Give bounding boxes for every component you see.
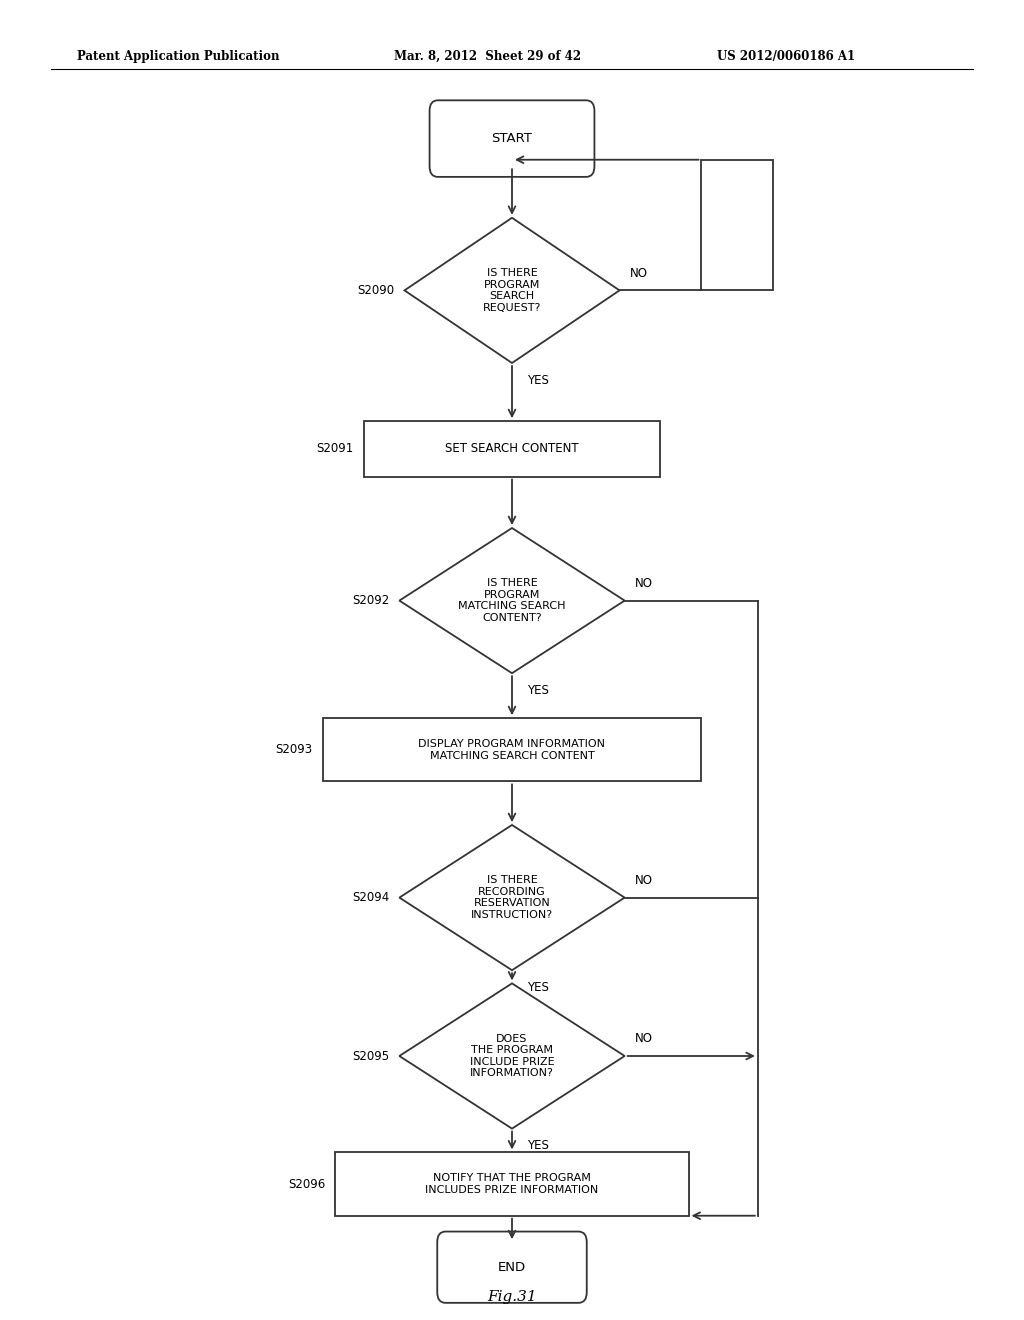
FancyBboxPatch shape [430,100,594,177]
Text: S2094: S2094 [352,891,389,904]
Text: NO: NO [635,1032,653,1045]
Text: S2090: S2090 [357,284,394,297]
Bar [701,160,773,290]
Text: Mar. 8, 2012  Sheet 29 of 42: Mar. 8, 2012 Sheet 29 of 42 [394,50,582,63]
Polygon shape [399,983,625,1129]
Text: START: START [492,132,532,145]
Text: SET SEARCH CONTENT: SET SEARCH CONTENT [445,442,579,455]
Text: S2092: S2092 [352,594,389,607]
Text: DISPLAY PROGRAM INFORMATION
MATCHING SEARCH CONTENT: DISPLAY PROGRAM INFORMATION MATCHING SEA… [419,739,605,760]
Text: Patent Application Publication: Patent Application Publication [77,50,280,63]
Polygon shape [404,218,620,363]
Polygon shape [399,825,625,970]
Text: YES: YES [527,1139,549,1152]
Bar [364,421,660,477]
FancyBboxPatch shape [437,1232,587,1303]
Text: S2091: S2091 [316,442,353,455]
Text: Fig.31: Fig.31 [487,1290,537,1304]
Text: IS THERE
PROGRAM
SEARCH
REQUEST?: IS THERE PROGRAM SEARCH REQUEST? [482,268,542,313]
Text: NOTIFY THAT THE PROGRAM
INCLUDES PRIZE INFORMATION: NOTIFY THAT THE PROGRAM INCLUDES PRIZE I… [425,1173,599,1195]
Text: YES: YES [527,981,549,994]
Text: IS THERE
RECORDING
RESERVATION
INSTRUCTION?: IS THERE RECORDING RESERVATION INSTRUCTI… [471,875,553,920]
Text: NO: NO [630,267,648,280]
Polygon shape [399,528,625,673]
Bar [323,718,701,781]
Text: S2093: S2093 [275,743,312,756]
Text: S2096: S2096 [288,1177,326,1191]
Text: YES: YES [527,374,549,387]
Text: DOES
THE PROGRAM
INCLUDE PRIZE
INFORMATION?: DOES THE PROGRAM INCLUDE PRIZE INFORMATI… [470,1034,554,1078]
Bar [336,1152,688,1216]
Text: S2095: S2095 [352,1049,389,1063]
Text: NO: NO [635,577,653,590]
Text: NO: NO [635,874,653,887]
Text: US 2012/0060186 A1: US 2012/0060186 A1 [717,50,855,63]
Text: IS THERE
PROGRAM
MATCHING SEARCH
CONTENT?: IS THERE PROGRAM MATCHING SEARCH CONTENT… [459,578,565,623]
Text: YES: YES [527,684,549,697]
Text: END: END [498,1261,526,1274]
